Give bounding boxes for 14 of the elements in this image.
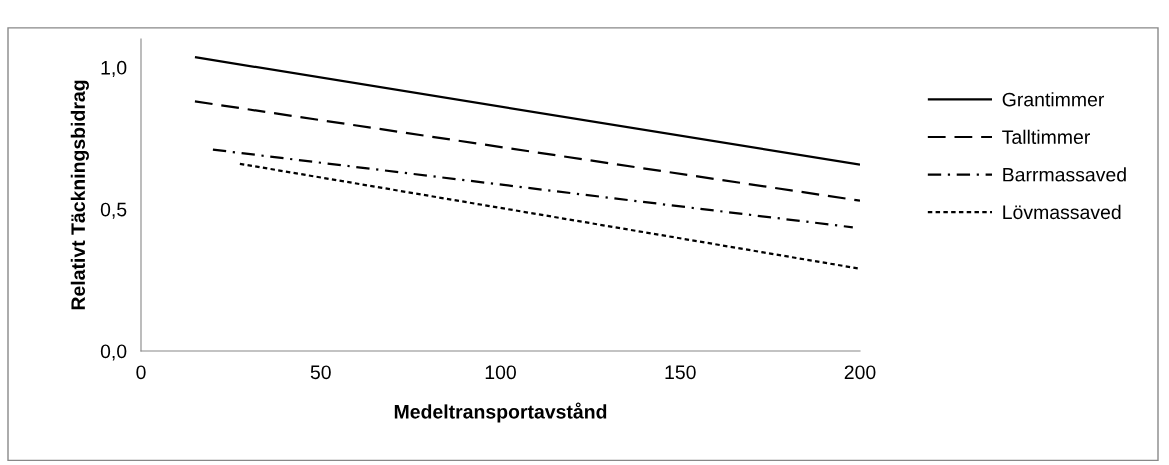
x-tick-label: 200 [844, 365, 876, 380]
y-tick-label: 0,5 [100, 202, 127, 219]
x-tick-label: 150 [665, 365, 696, 380]
x-tick-label: 50 [310, 365, 331, 380]
y-axis-title: Relativt Täckningsbidrag [70, 80, 89, 310]
y-tick-label: 0,0 [100, 344, 127, 361]
legend-label: Talltimmer [1002, 129, 1090, 144]
y-tick-label: 1,0 [101, 60, 127, 77]
x-tick-label: 100 [485, 365, 516, 380]
legend-label: Grantimmer [1002, 92, 1105, 107]
x-axis-title: Medeltransportavstånd [394, 402, 607, 423]
legend-label: Barrmassaved [1003, 167, 1126, 182]
legend-label: Lövmassaved [1003, 204, 1121, 220]
x-tick-label: 0 [136, 365, 146, 380]
